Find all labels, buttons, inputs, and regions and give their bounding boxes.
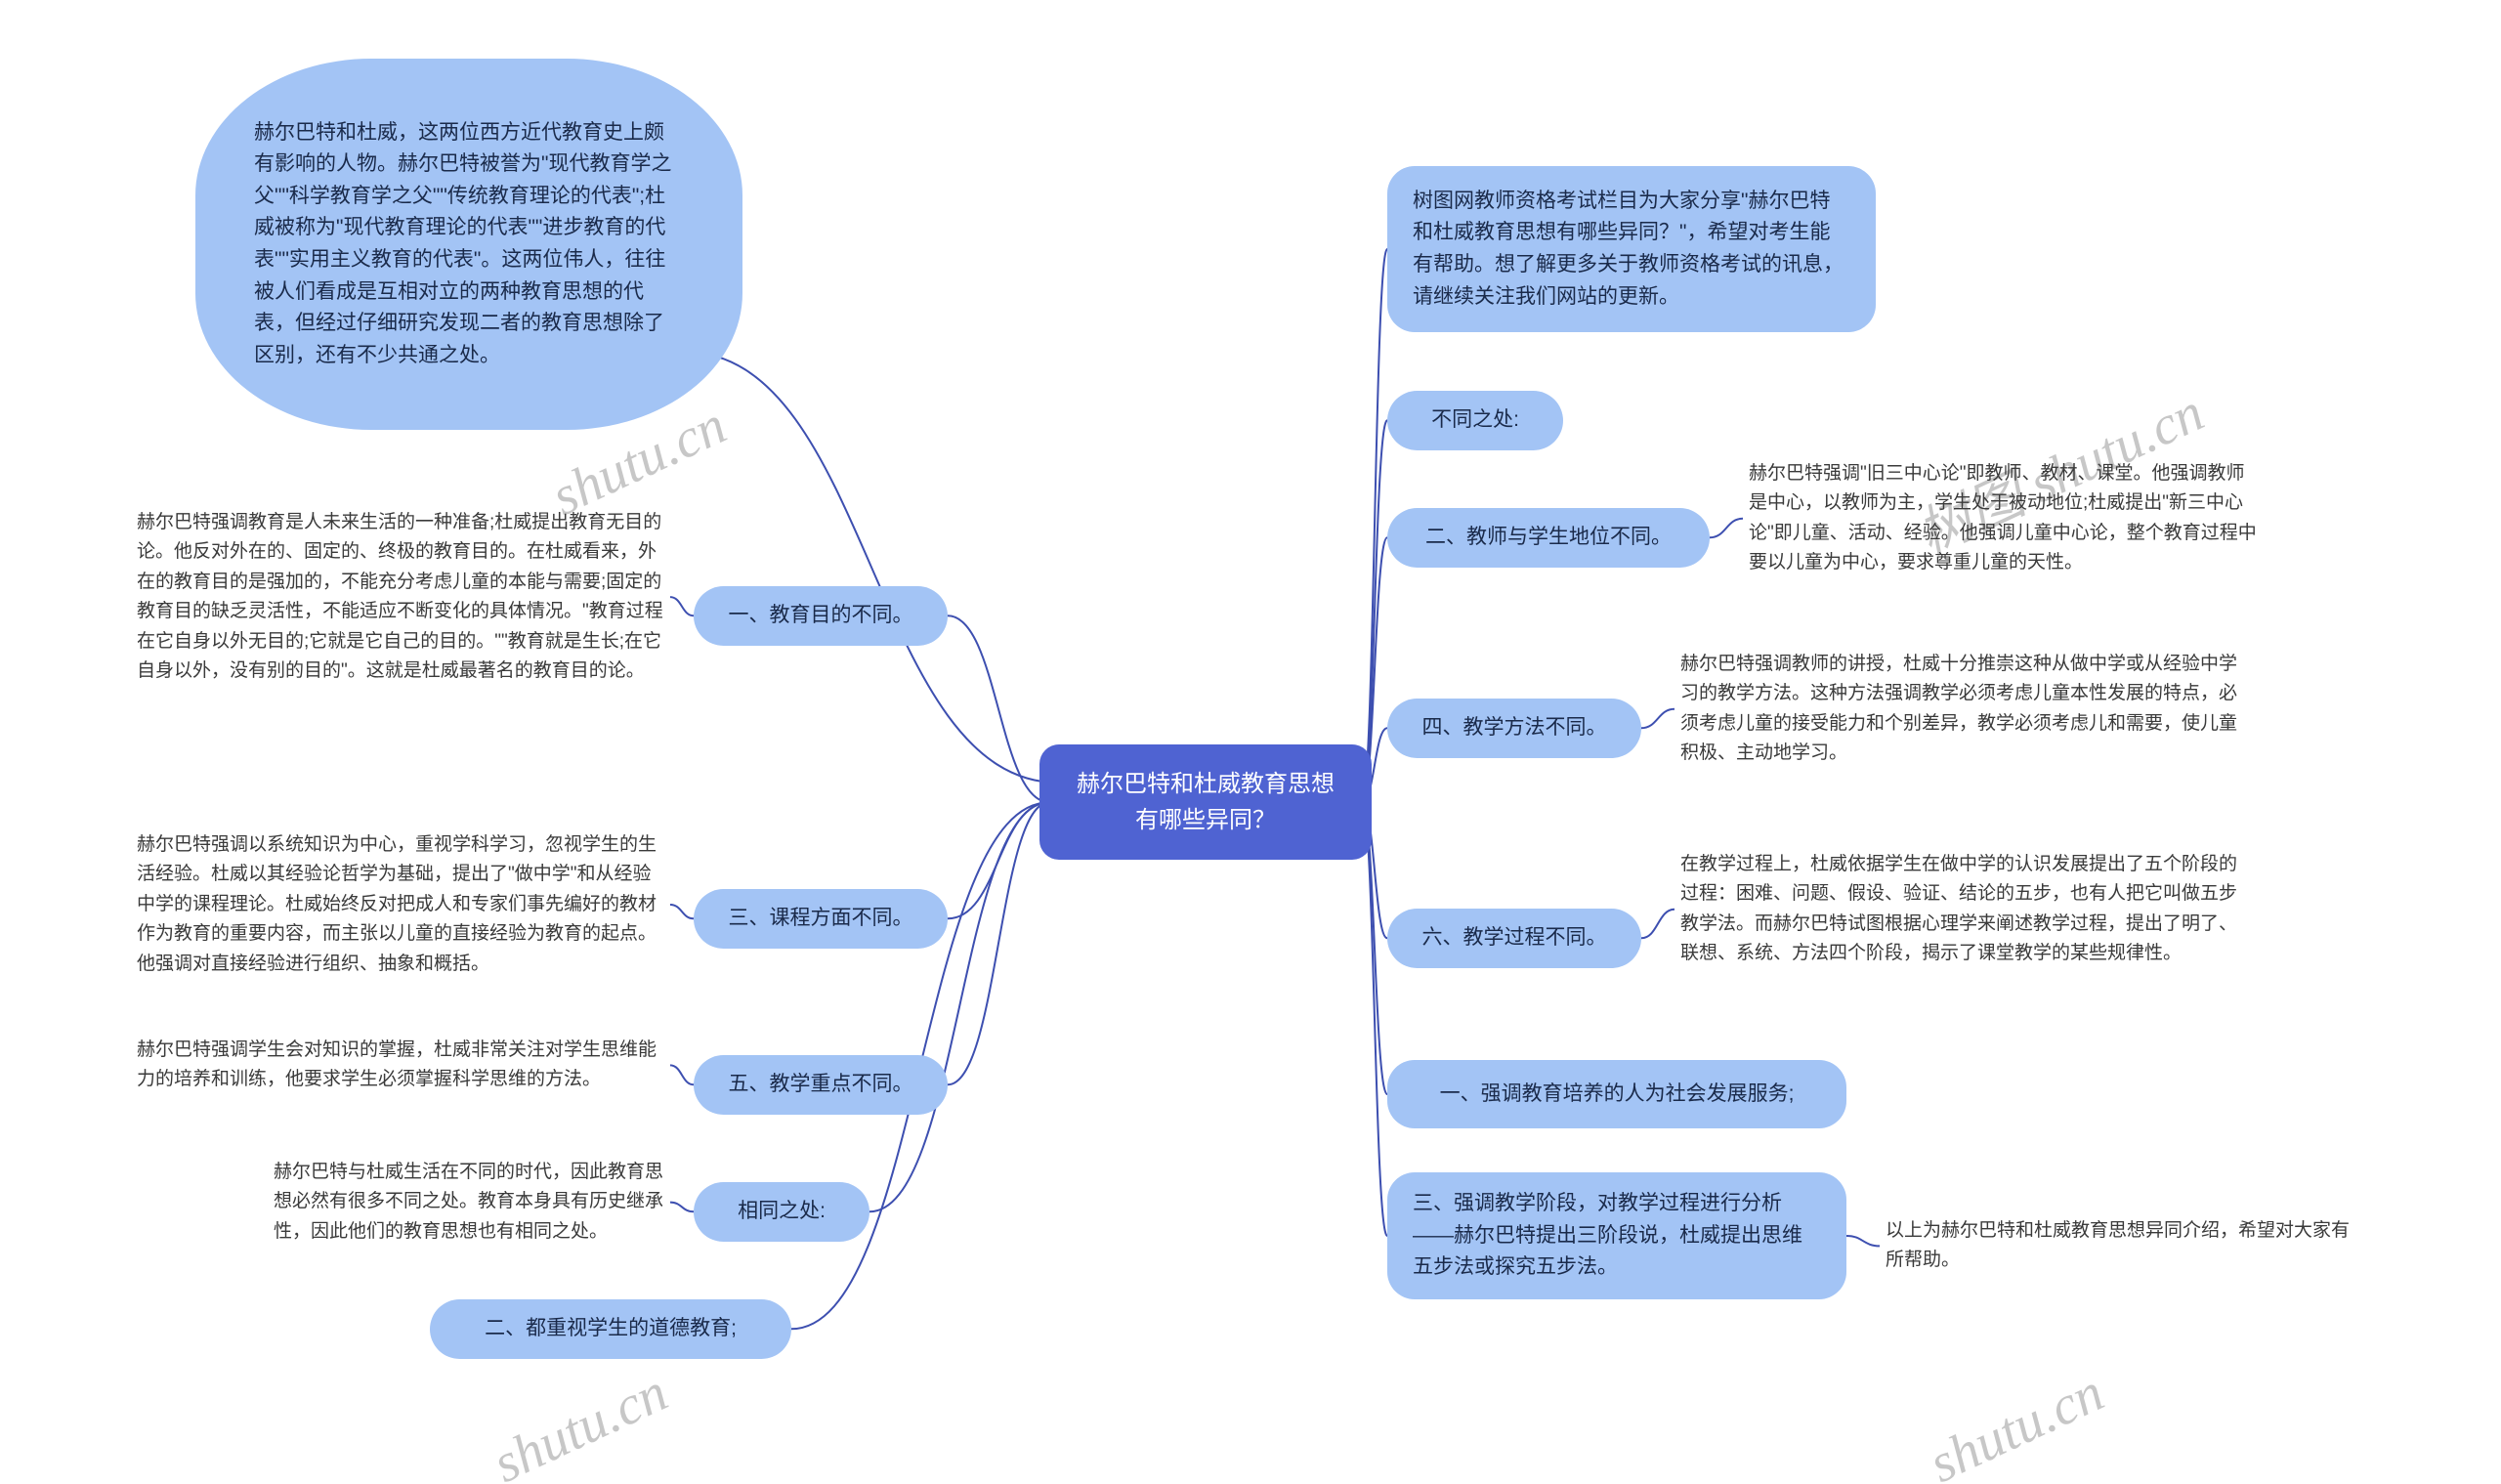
watermark: shutu.cn: [1920, 1361, 2113, 1484]
branch-s3: 三、强调教学阶段，对教学过程进行分析——赫尔巴特提出三阶段说，杜威提出思维五步法…: [1387, 1172, 1846, 1299]
watermark: shutu.cn: [484, 1361, 677, 1484]
branch-n4: 四、教学方法不同。: [1387, 699, 1641, 758]
branch-n1-desc: 赫尔巴特强调教育是人未来生活的一种准备;杜威提出教育无目的论。他反对外在的、固定…: [137, 508, 664, 686]
branch-n3-desc: 赫尔巴特强调以系统知识为中心，重视学科学习，忽视学生的生活经验。杜威以其经验论哲…: [137, 830, 664, 979]
branch-s1: 一、强调教育培养的人为社会发展服务;: [1387, 1060, 1846, 1128]
branch-s2: 二、都重视学生的道德教育;: [430, 1299, 791, 1359]
branch-n6-desc: 在教学过程上，杜威依据学生在做中学的认识发展提出了五个阶段的过程：困难、问题、假…: [1680, 850, 2237, 969]
branch-n5-desc: 赫尔巴特强调学生会对知识的掌握，杜威非常关注对学生思维能力的培养和训练，他要求学…: [137, 1036, 664, 1095]
branch-n5: 五、教学重点不同。: [694, 1055, 948, 1115]
branch-n2: 二、教师与学生地位不同。: [1387, 508, 1710, 568]
branch-n1: 一、教育目的不同。: [694, 586, 948, 646]
intro-bubble: 赫尔巴特和杜威，这两位西方近代教育史上颇有影响的人物。赫尔巴特被誉为"现代教育学…: [195, 59, 742, 430]
branch-intro: 树图网教师资格考试栏目为大家分享"赫尔巴特和杜威教育思想有哪些异同？"，希望对考…: [1387, 166, 1876, 332]
branch-diff: 不同之处:: [1387, 391, 1563, 450]
branch-n6: 六、教学过程不同。: [1387, 909, 1641, 968]
branch-same-desc: 赫尔巴特与杜威生活在不同的时代，因此教育思想必然有很多不同之处。教育本身具有历史…: [274, 1158, 664, 1247]
branch-n2-desc: 赫尔巴特强调"旧三中心论"即教师、教材、课堂。他强调教师是中心，以教师为主，学生…: [1749, 459, 2257, 578]
branch-s3-desc: 以上为赫尔巴特和杜威教育思想异同介绍，希望对大家有所帮助。: [1886, 1216, 2354, 1276]
center-topic: 赫尔巴特和杜威教育思想有哪些异同？: [1039, 744, 1372, 860]
branch-n4-desc: 赫尔巴特强调教师的讲授，杜威十分推崇这种从做中学或从经验中学习的教学方法。这种方…: [1680, 650, 2237, 769]
branch-same: 相同之处:: [694, 1182, 869, 1242]
branch-n3: 三、课程方面不同。: [694, 889, 948, 949]
